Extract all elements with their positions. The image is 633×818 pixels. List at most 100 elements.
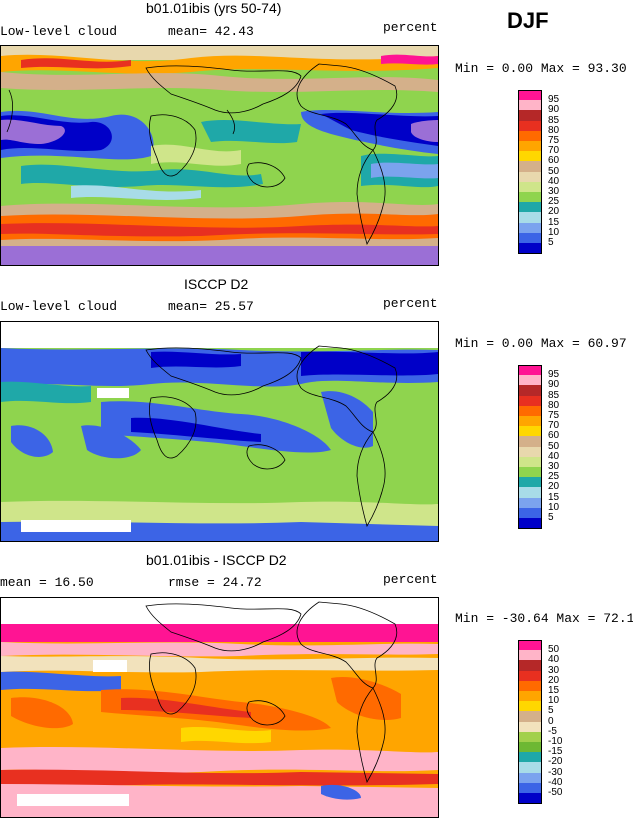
colorbar-tick-label: 5 <box>548 511 554 523</box>
colorbar-tick-label: 85 <box>548 114 560 126</box>
colorbar-swatch <box>518 660 542 672</box>
colorbar-swatch <box>518 365 542 376</box>
colorbar-tick-label: 15 <box>548 216 560 228</box>
colorbar-tick-label: 10 <box>548 695 560 707</box>
colorbar-tick-label: 90 <box>548 104 560 116</box>
colorbar-swatch <box>518 151 542 162</box>
colorbar-swatch <box>518 436 542 448</box>
colorbar-swatch <box>518 487 542 499</box>
panel-3-minmax: Min = -30.64 Max = 72.18 <box>455 611 633 626</box>
colorbar-swatch <box>518 120 542 132</box>
colorbar-swatch <box>518 507 542 519</box>
colorbar-tick-label: 10 <box>548 226 560 238</box>
colorbar-tick-label: -50 <box>548 786 563 798</box>
colorbar-tick-label: 0 <box>548 715 554 727</box>
colorbar-swatch <box>518 446 542 458</box>
colorbar-tick-label: -20 <box>548 756 563 768</box>
panel-3-mean-label: mean = 16.50 <box>0 575 94 590</box>
colorbar-swatch <box>518 721 542 733</box>
colorbar-swatch <box>518 782 542 794</box>
panel-2-title: ISCCP D2 <box>184 276 249 292</box>
colorbar-tick-label: 5 <box>548 705 554 717</box>
colorbar-swatch <box>518 691 542 702</box>
colorbar-swatch <box>518 202 542 213</box>
colorbar-swatch <box>518 405 542 417</box>
colorbar-tick-label: 50 <box>548 644 560 656</box>
colorbar-tick-label: 30 <box>548 460 560 472</box>
colorbar-tick-label: -15 <box>548 746 563 758</box>
panel-1-mean-label: mean= 42.43 <box>168 24 254 39</box>
colorbar-swatch <box>518 731 542 743</box>
colorbar-tick-label: 20 <box>548 481 560 493</box>
colorbar-swatch <box>518 456 542 468</box>
colorbar-swatch <box>518 426 542 437</box>
colorbar-swatch <box>518 650 542 661</box>
colorbar-swatch <box>518 518 542 529</box>
colorbar-tick-label: -10 <box>548 735 563 747</box>
colorbar-swatch <box>518 497 542 509</box>
season-label: DJF <box>507 8 549 33</box>
colorbar-swatch <box>518 171 542 183</box>
colorbar-swatch <box>518 90 542 101</box>
panel-3-title: b01.01ibis - ISCCP D2 <box>146 552 287 568</box>
colorbar-tick-label: 80 <box>548 124 560 136</box>
panel-1-variable-label: Low-level cloud <box>0 24 118 39</box>
panel-3-units-label: percent <box>383 572 438 587</box>
colorbar-tick-label: 85 <box>548 389 560 401</box>
colorbar-swatch <box>518 141 542 152</box>
colorbar-tick-label: 90 <box>548 379 560 391</box>
panel-1-map <box>0 45 439 266</box>
colorbar-tick-label: 25 <box>548 471 560 483</box>
colorbar-tick-label: 30 <box>548 664 560 676</box>
colorbar-swatch <box>518 793 542 804</box>
colorbar-swatch <box>518 416 542 427</box>
panel-2-minmax: Min = 0.00 Max = 60.97 <box>455 336 627 351</box>
colorbar-swatch <box>518 711 542 723</box>
colorbar-swatch <box>518 670 542 682</box>
colorbar-tick-label: 70 <box>548 420 560 432</box>
colorbar-swatch <box>518 395 542 407</box>
colorbar-swatch <box>518 477 542 488</box>
colorbar-tick-label: 10 <box>548 501 560 513</box>
colorbar-tick-label: 5 <box>548 236 554 248</box>
panel-1-title: b01.01ibis (yrs 50-74) <box>146 0 282 16</box>
colorbar-tick-label: 40 <box>548 654 560 666</box>
colorbar-tick-label: 40 <box>548 175 560 187</box>
colorbar-swatch <box>518 181 542 193</box>
colorbar-swatch <box>518 680 542 692</box>
panel-3-map <box>0 597 439 818</box>
colorbar-tick-label: 15 <box>548 684 560 696</box>
panel-2-map <box>0 321 439 542</box>
colorbar-swatch <box>518 385 542 397</box>
colorbar-swatch <box>518 467 542 478</box>
colorbar-tick-label: 60 <box>548 430 560 442</box>
colorbar-tick-label: 50 <box>548 165 560 177</box>
colorbar-tick-label: 20 <box>548 206 560 218</box>
colorbar-swatch <box>518 772 542 784</box>
colorbar-tick-label: -40 <box>548 776 563 788</box>
panel-1-units-label: percent <box>383 20 438 35</box>
colorbar-swatch <box>518 110 542 122</box>
colorbar-swatch <box>518 192 542 203</box>
colorbar-swatch <box>518 375 542 386</box>
colorbar-tick-label: 70 <box>548 145 560 157</box>
panel-3-rmse-label: rmse = 24.72 <box>168 575 262 590</box>
colorbar-tick-label: -30 <box>548 766 563 778</box>
colorbar-swatch <box>518 212 542 224</box>
colorbar-swatch <box>518 762 542 774</box>
colorbar-swatch <box>518 752 542 763</box>
colorbar-tick-label: 50 <box>548 440 560 452</box>
colorbar-tick-label: 15 <box>548 491 560 503</box>
colorbar-swatch <box>518 243 542 254</box>
colorbar-swatch <box>518 640 542 651</box>
panel-2-mean-label: mean= 25.57 <box>168 299 254 314</box>
colorbar-swatch <box>518 742 542 753</box>
colorbar-tick-label: 95 <box>548 369 560 381</box>
colorbar-tick-label: 30 <box>548 185 560 197</box>
panel-1-minmax: Min = 0.00 Max = 93.30 <box>455 61 627 76</box>
colorbar-tick-label: -5 <box>548 725 557 737</box>
colorbar-swatch <box>518 130 542 142</box>
colorbar-tick-label: 80 <box>548 399 560 411</box>
colorbar-tick-label: 75 <box>548 134 560 146</box>
colorbar-tick-label: 25 <box>548 196 560 208</box>
